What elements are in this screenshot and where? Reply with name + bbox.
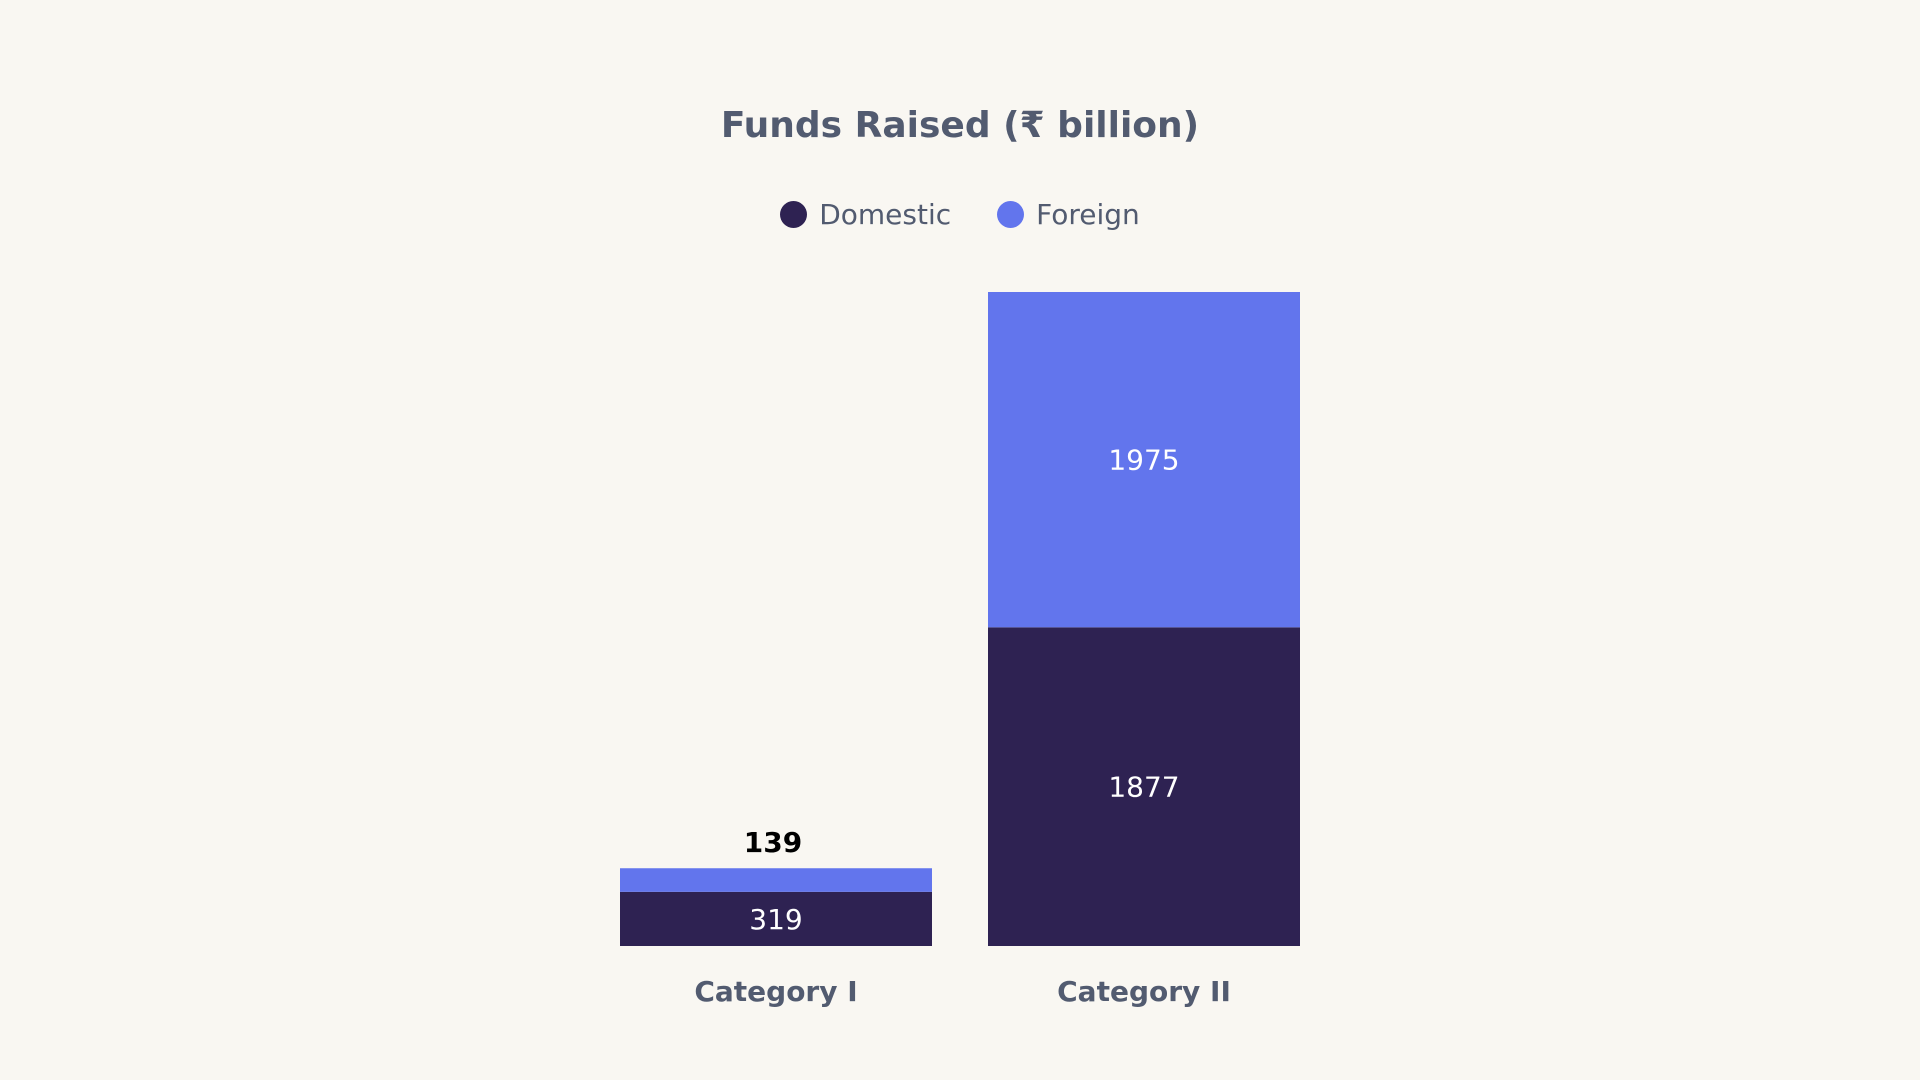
legend-swatch-domestic	[780, 201, 808, 228]
legend: Domestic Foreign	[0, 198, 1920, 231]
legend-label-foreign: Foreign	[1036, 198, 1140, 231]
bar-category-ii-foreign	[988, 292, 1300, 628]
category-label-category-i: Category I	[694, 975, 857, 1008]
bar-category-ii-domestic	[988, 627, 1300, 946]
legend-swatch-foreign	[997, 201, 1025, 228]
bar-category-i-foreign	[620, 868, 932, 892]
category-label-category-ii: Category II	[1057, 975, 1231, 1008]
legend-item-foreign: Foreign	[997, 198, 1140, 231]
bar-category-i-domestic	[620, 891, 932, 946]
data-label-category-ii-domestic: 1877	[1108, 771, 1179, 804]
data-label-category-i-foreign: 139	[744, 826, 802, 859]
chart-title: Funds Raised (₹ billion)	[720, 105, 1200, 146]
data-label-category-ii-foreign: 1975	[1108, 444, 1179, 477]
data-label-category-i-domestic: 319	[749, 903, 802, 936]
legend-label-domestic: Domestic	[819, 198, 952, 231]
legend-item-domestic: Domestic	[780, 198, 951, 231]
